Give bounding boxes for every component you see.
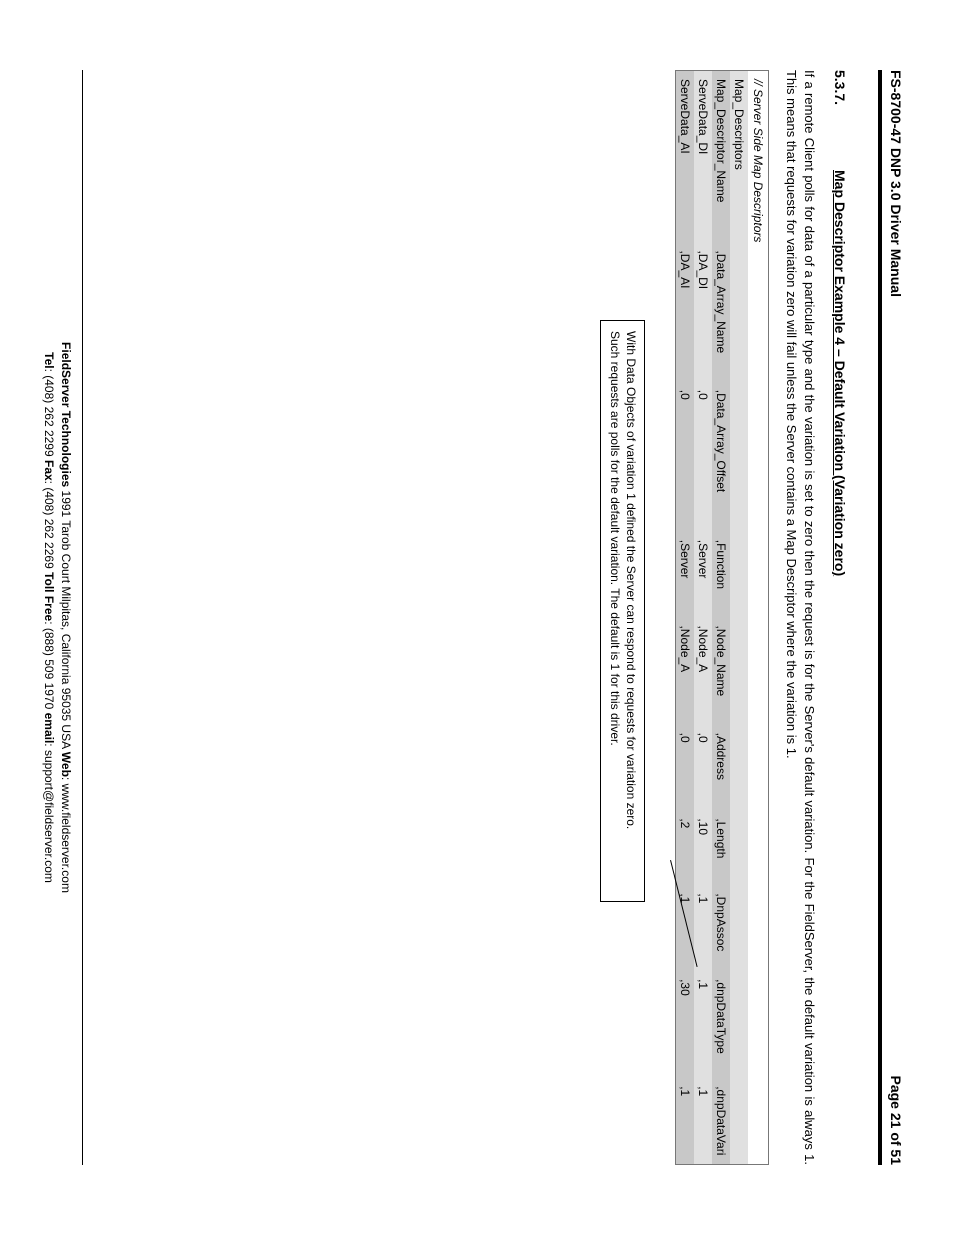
table-cell: ,Server (694, 532, 712, 618)
table-cell (730, 885, 748, 971)
table-cell: ,1 (694, 971, 712, 1078)
table-cell: Map_Descriptor_Name (712, 71, 730, 242)
footer-tollfree-value: : (888) 509 1970 (42, 621, 56, 712)
data-table: Map_DescriptorsMap_Descriptor_Name,Data_… (676, 71, 748, 1164)
header-left: FS-8700-47 DNP 3.0 Driver Manual (888, 70, 904, 297)
table-cell: ,Data_Array_Offset (712, 382, 730, 532)
footer-fax-value: : (408) 262 2269 (42, 481, 56, 572)
footer-email-label: email (42, 713, 56, 744)
table-cell (730, 971, 748, 1078)
footer-tollfree-label: Toll Free (42, 572, 56, 621)
table-title: // Server Side Map Descriptors (748, 71, 768, 1164)
table-cell (730, 242, 748, 381)
table-row: ServeData_AI,DA_AI,0,Server,Node_A,0,2,1… (676, 71, 694, 1164)
footer-line-2: Tel: (408) 262 2299 Fax: (408) 262 2269 … (40, 70, 57, 1165)
header-rule (878, 70, 882, 1165)
table-cell: ,DnpAssoc (712, 885, 730, 971)
header-right: Page 21 of 51 (888, 1076, 904, 1166)
footer-email-value: : support@fieldserver.com (42, 743, 56, 883)
table-row: Map_Descriptor_Name,Data_Array_Name,Data… (712, 71, 730, 1164)
section-number: 5.3.7. (832, 70, 848, 140)
table-row: Map_Descriptors (730, 71, 748, 1164)
table-cell: ,Data_Array_Name (712, 242, 730, 381)
table-cell: ,DA_DI (694, 242, 712, 381)
callout-box: With Data Objects of variation 1 defined… (600, 320, 645, 902)
table-cell: Map_Descriptors (730, 71, 748, 242)
table-cell: ServeData_DI (694, 71, 712, 242)
table-cell: ,10 (694, 810, 712, 885)
table-cell: ServeData_AI (676, 71, 694, 242)
table-cell (730, 810, 748, 885)
table-row: ServeData_DI,DA_DI,0,Server,Node_A,0,10,… (694, 71, 712, 1164)
table-cell (730, 532, 748, 618)
callout-line-2: Such requests are polls for the default … (607, 331, 623, 891)
table-cell: ,Length (712, 810, 730, 885)
footer-tel-value: : (408) 262 2299 (42, 369, 56, 460)
table-cell: ,30 (676, 971, 694, 1078)
footer-line-1: FieldServer Technologies 1991 Tarob Cour… (57, 70, 74, 1165)
table-cell: ,0 (676, 382, 694, 532)
table-cell: ,Address (712, 725, 730, 811)
page-header: FS-8700-47 DNP 3.0 Driver Manual Page 21… (882, 70, 904, 1165)
table-cell: ,Server (676, 532, 694, 618)
section-heading: 5.3.7. Map Descriptor Example 4 – Defaul… (832, 70, 848, 1165)
table-cell: ,1 (676, 1078, 694, 1164)
table-cell: ,DA_AI (676, 242, 694, 381)
footer-web-value: : www.fieldserver.com (59, 777, 73, 893)
table-cell: ,1 (694, 885, 712, 971)
table-cell: ,2 (676, 810, 694, 885)
footer-company: FieldServer Technologies (59, 342, 73, 487)
table-cell: ,0 (676, 725, 694, 811)
callout-area: With Data Objects of variation 1 defined… (563, 70, 653, 1165)
table-cell: ,1 (694, 1078, 712, 1164)
table-cell (730, 725, 748, 811)
callout-line-1: With Data Objects of variation 1 defined… (622, 331, 638, 891)
section-title: Map Descriptor Example 4 – Default Varia… (832, 170, 848, 576)
footer-tel-label: Tel (42, 352, 56, 368)
table-cell (730, 617, 748, 724)
table-cell: ,dnpDataVari (712, 1078, 730, 1164)
descriptor-table: // Server Side Map Descriptors Map_Descr… (675, 70, 769, 1165)
table-cell: ,dnpDataType (712, 971, 730, 1078)
footer-web-label: Web (59, 752, 73, 777)
intro-paragraph: If a remote Client polls for data of a p… (783, 70, 818, 1165)
table-cell: ,0 (694, 725, 712, 811)
table-cell: ,Function (712, 532, 730, 618)
table-cell: ,Node_A (676, 617, 694, 724)
page: FS-8700-47 DNP 3.0 Driver Manual Page 21… (0, 0, 954, 1235)
table-cell: ,0 (694, 382, 712, 532)
table-cell (730, 1078, 748, 1164)
footer-address: 1991 Tarob Court Milpitas, California 95… (59, 487, 73, 752)
page-footer: FieldServer Technologies 1991 Tarob Cour… (40, 70, 83, 1165)
footer-fax-label: Fax (42, 460, 56, 481)
table-cell (730, 382, 748, 532)
table-cell: ,Node_A (694, 617, 712, 724)
table-cell: ,Node_Name (712, 617, 730, 724)
